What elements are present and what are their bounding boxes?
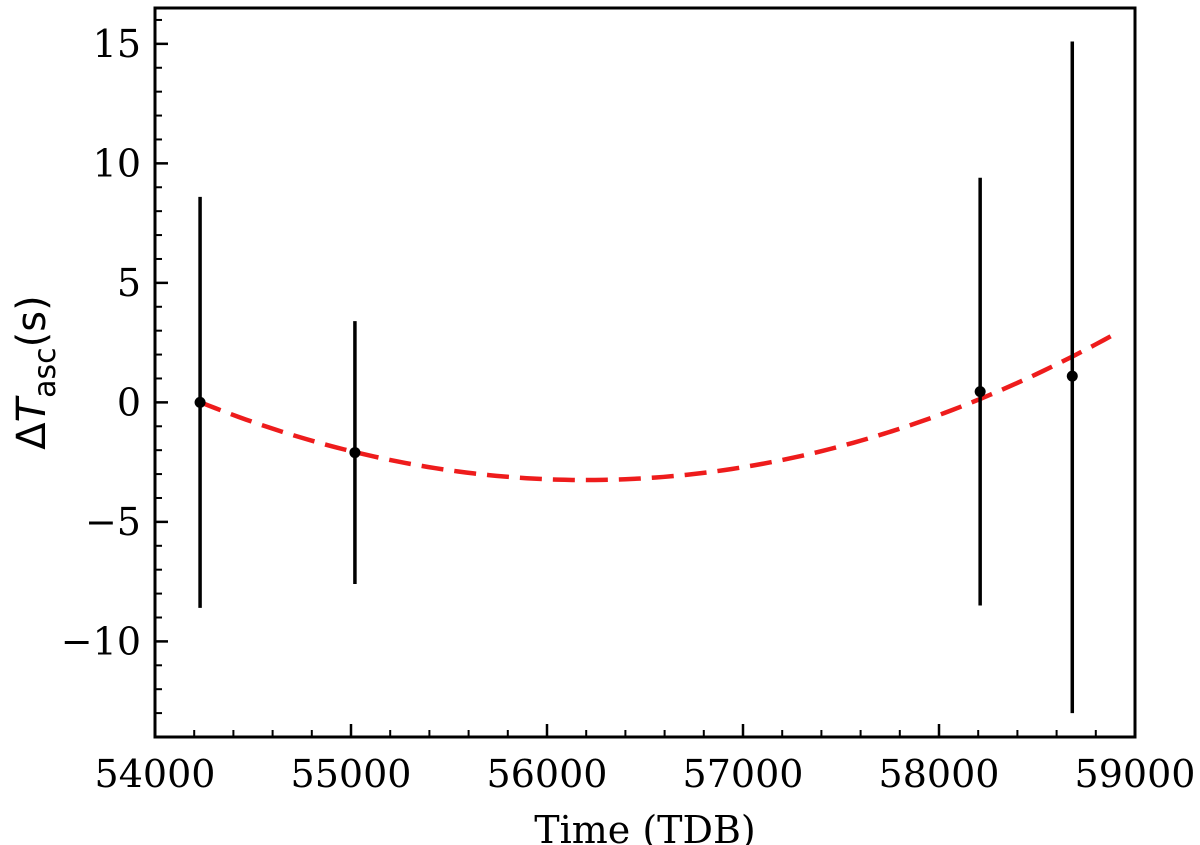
y-tick-labels: 15 10 5 0 −5 −10 xyxy=(61,22,141,664)
x-axis-label: Time (TDB) xyxy=(534,808,756,845)
x-tick-label: 55000 xyxy=(291,752,412,796)
data-point xyxy=(974,386,986,398)
x-tick-label: 54000 xyxy=(95,752,216,796)
y-axis-label-symbol: T xyxy=(9,394,55,422)
plot-frame xyxy=(153,6,1137,739)
y-axis-label-subscript: asc xyxy=(28,347,63,398)
y-axis-label: ΔTasc(s) xyxy=(9,295,63,449)
x-tick-label: 57000 xyxy=(683,752,804,796)
data-point xyxy=(1066,370,1078,382)
y-tick-label: 15 xyxy=(93,22,141,66)
x-tick-labels: 54000 55000 56000 57000 58000 59000 xyxy=(95,752,1196,796)
y-tick-label: −10 xyxy=(61,619,141,663)
y-tick-label: 5 xyxy=(117,261,141,305)
x-tick-label: 56000 xyxy=(487,752,608,796)
fit-curve xyxy=(199,333,1113,483)
y-tick-label: −5 xyxy=(85,500,141,544)
y-tick-label: 0 xyxy=(117,380,141,424)
x-tick-label: 59000 xyxy=(1075,752,1196,796)
minor-ticks xyxy=(155,18,1097,738)
data-points-layer xyxy=(194,41,1078,714)
y-tick-label: 10 xyxy=(93,141,141,185)
major-ticks xyxy=(153,42,1137,737)
fit-curve-layer xyxy=(199,333,1113,483)
y-axis-label-unit: (s) xyxy=(9,295,55,347)
x-tick-label: 58000 xyxy=(879,752,1000,796)
y-axis-label-prefix: Δ xyxy=(9,422,55,450)
data-point xyxy=(194,396,206,408)
data-point xyxy=(349,447,361,459)
